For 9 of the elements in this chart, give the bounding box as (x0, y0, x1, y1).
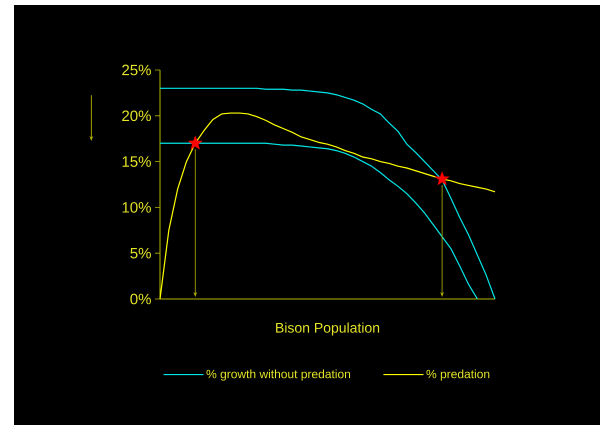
y-tick-label: 20% (122, 110, 151, 122)
y-tick-label: 15% (122, 156, 151, 167)
y-tick-label: 5% (130, 248, 151, 258)
y-tick-label: 25% (122, 64, 151, 76)
legend-label: % growth without predation (206, 369, 350, 381)
x-axis-title: Bison Population (276, 322, 380, 336)
legend-label: % predation (426, 369, 490, 381)
y-tick-label: 10% (122, 202, 151, 213)
y-tick-label: 0% (130, 294, 151, 304)
